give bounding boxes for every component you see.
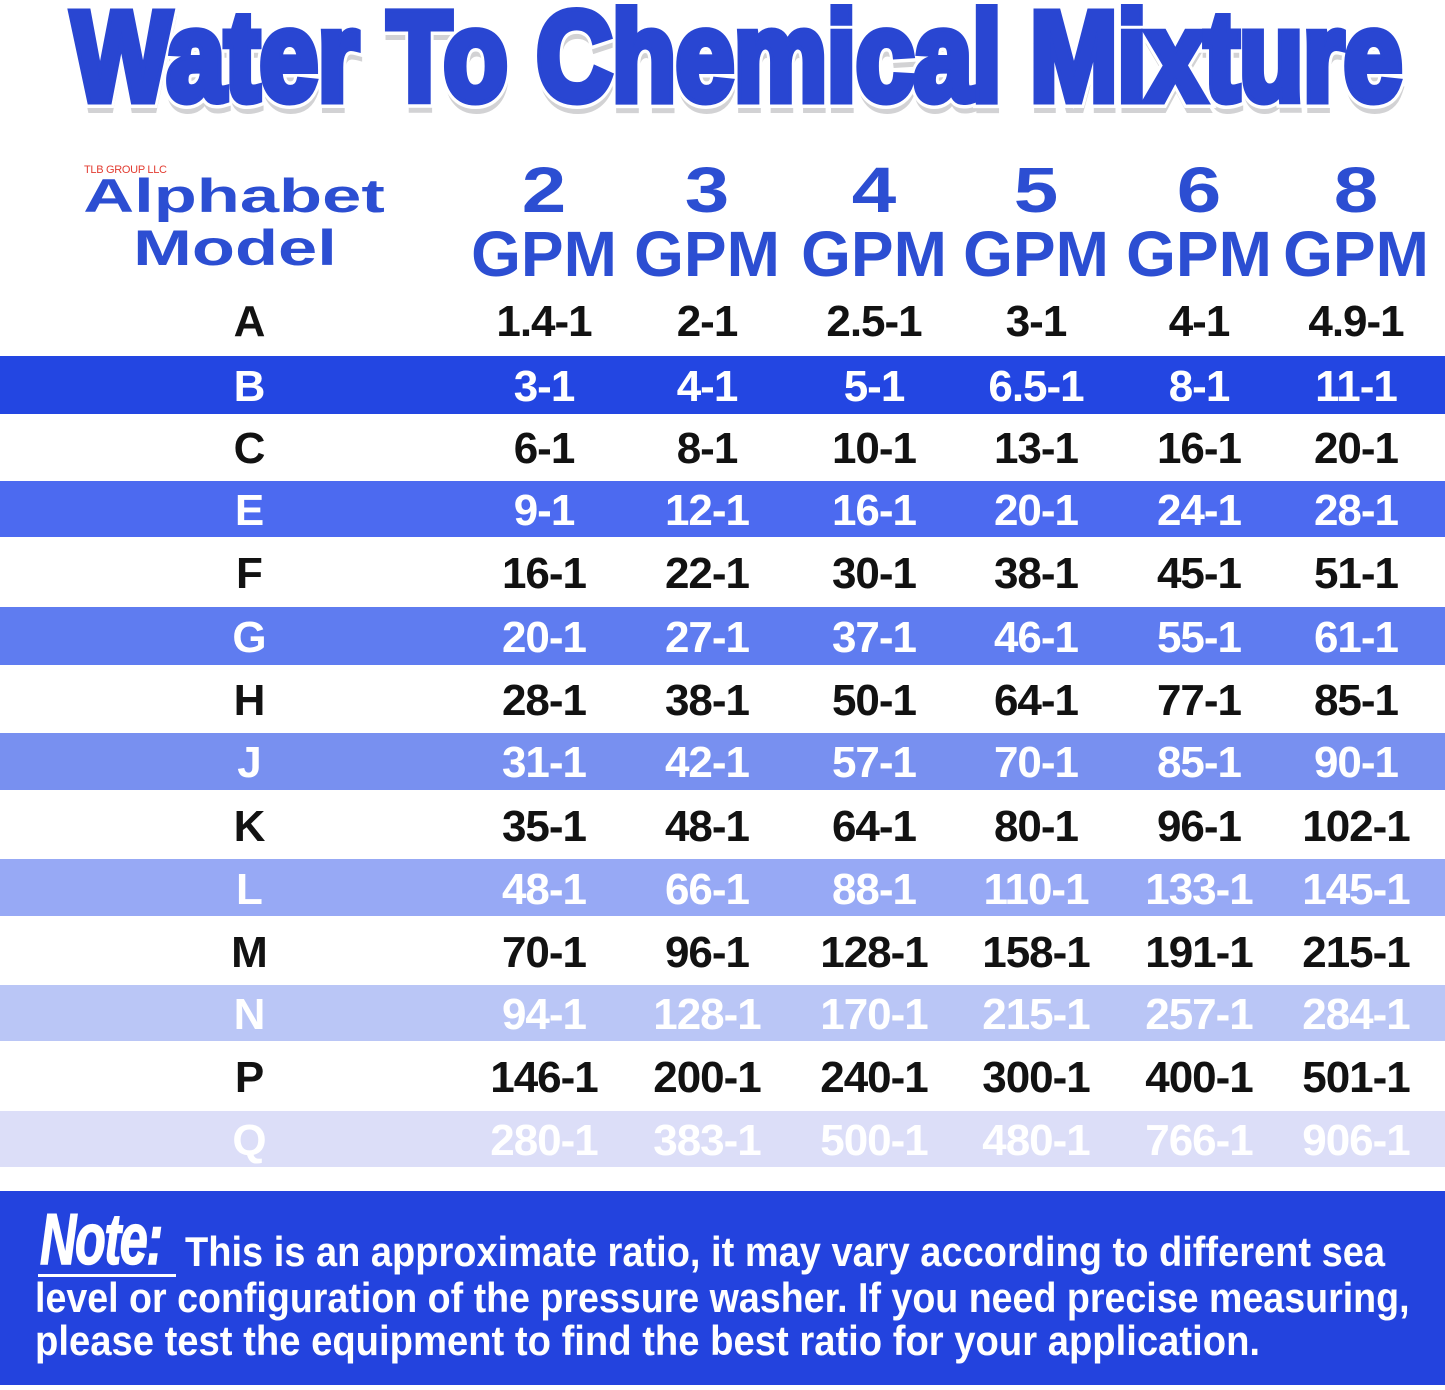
svg-text:Water To Chemical Mixture: Water To Chemical Mixture [72, 0, 1402, 127]
svg-text:Water To Chemical Mixture: Water To Chemical Mixture [72, 0, 1402, 127]
svg-text:Water To Chemical Mixture: Water To Chemical Mixture [73, 0, 1403, 135]
